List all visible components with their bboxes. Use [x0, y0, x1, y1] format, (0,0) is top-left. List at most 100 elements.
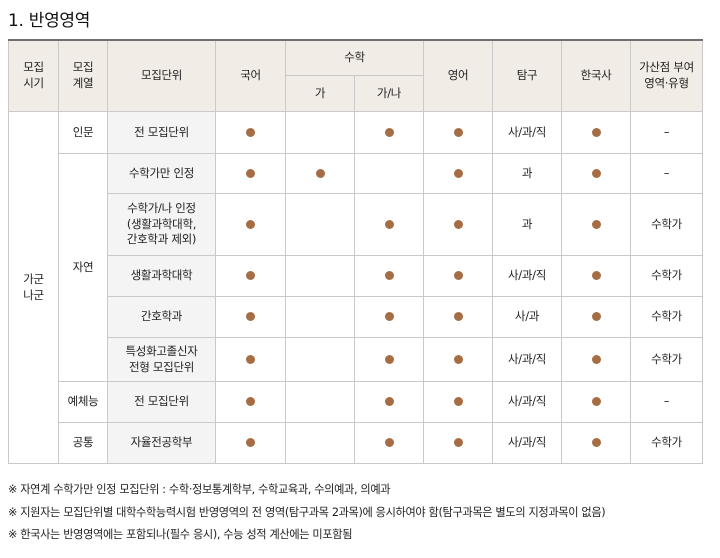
inquiry-cell: 사/과/직	[492, 255, 562, 297]
table-row: 특성화고졸신자 전형 모집단위 사/과/직 수학가	[9, 337, 703, 382]
table-body: 가군 나군 인문 전 모집단위 사/과/직 – 자연 수학가만 인정 과 – 수학가/나 인정 (…	[8, 111, 703, 464]
included-dot-icon	[384, 271, 394, 281]
unit-cell: 수학가만 인정	[107, 153, 216, 194]
included-dot-icon	[591, 354, 601, 364]
table-row: 공통 자율전공학부 사/과/직 수학가	[9, 422, 703, 464]
english-cell	[423, 193, 493, 256]
included-dot-icon	[591, 219, 601, 229]
math-ga-cell	[285, 422, 355, 464]
english-cell	[423, 153, 493, 194]
math-ga-cell	[285, 111, 355, 154]
included-dot-icon	[591, 438, 601, 448]
korean-cell	[215, 255, 286, 297]
bonus-cell: –	[630, 153, 703, 194]
included-dot-icon	[384, 219, 394, 229]
math-gana-cell	[354, 337, 424, 382]
history-cell	[561, 255, 631, 297]
reflection-table: 모집 시기 모집 계열 모집단위 국어 수학 영어 탐구 한국사 가산점 부여 …	[8, 39, 703, 464]
english-cell	[423, 337, 493, 382]
inquiry-cell: 과	[492, 193, 562, 256]
header-math-gana: 가/나	[354, 75, 424, 112]
included-dot-icon	[591, 397, 601, 407]
track-cell: 공통	[58, 422, 108, 464]
bonus-cell: –	[630, 111, 703, 154]
included-dot-icon	[315, 168, 325, 178]
math-ga-cell	[285, 337, 355, 382]
included-dot-icon	[591, 312, 601, 322]
history-cell	[561, 153, 631, 194]
included-dot-icon	[246, 168, 255, 178]
header-period: 모집 시기	[8, 39, 59, 112]
header-korean: 국어	[215, 39, 286, 112]
unit-cell: 자율전공학부	[107, 422, 216, 464]
period-cell: 가군 나군	[8, 111, 59, 464]
bonus-cell: 수학가	[630, 193, 703, 256]
korean-cell	[215, 422, 286, 464]
korean-cell	[215, 296, 286, 338]
unit-cell: 전 모집단위	[107, 381, 216, 423]
math-ga-cell	[285, 255, 355, 297]
included-dot-icon	[246, 271, 255, 281]
bonus-cell: –	[630, 381, 703, 423]
included-dot-icon	[591, 271, 601, 281]
history-cell	[561, 422, 631, 464]
included-dot-icon	[246, 219, 255, 229]
included-dot-icon	[246, 127, 255, 137]
math-ga-cell	[285, 153, 355, 194]
note-2: ※ 지원자는 모집단위별 대학수학능력시험 반영영역의 전 영역(탐구과목 2과…	[8, 505, 606, 519]
history-cell	[561, 111, 631, 154]
math-gana-cell	[354, 153, 424, 194]
included-dot-icon	[246, 354, 255, 364]
unit-cell: 전 모집단위	[107, 111, 216, 154]
included-dot-icon	[453, 127, 463, 137]
included-dot-icon	[453, 438, 463, 448]
included-dot-icon	[384, 127, 394, 137]
included-dot-icon	[246, 312, 255, 322]
included-dot-icon	[591, 168, 601, 178]
history-cell	[561, 193, 631, 256]
inquiry-cell: 사/과/직	[492, 422, 562, 464]
included-dot-icon	[453, 168, 463, 178]
math-ga-cell	[285, 296, 355, 338]
included-dot-icon	[384, 312, 394, 322]
history-cell	[561, 381, 631, 423]
bonus-cell: 수학가	[630, 255, 703, 297]
history-cell	[561, 337, 631, 382]
english-cell	[423, 255, 493, 297]
korean-cell	[215, 337, 286, 382]
page-title: 1. 반영영역	[8, 11, 91, 31]
header-english: 영어	[423, 39, 493, 112]
bonus-cell: 수학가	[630, 296, 703, 338]
included-dot-icon	[384, 438, 394, 448]
header-history: 한국사	[561, 39, 631, 112]
english-cell	[423, 422, 493, 464]
math-gana-cell	[354, 111, 424, 154]
inquiry-cell: 사/과	[492, 296, 562, 338]
english-cell	[423, 111, 493, 154]
note-1: ※ 자연계 수학가만 인정 모집단위 : 수학·정보통계학부, 수학교육과, 수…	[8, 483, 391, 496]
inquiry-cell: 사/과/직	[492, 111, 562, 154]
bonus-cell: 수학가	[630, 422, 703, 464]
math-gana-cell	[354, 422, 424, 464]
header-math-ga: 가	[285, 75, 355, 112]
header-inquiry: 탐구	[492, 39, 562, 112]
included-dot-icon	[384, 354, 394, 364]
math-gana-cell	[354, 381, 424, 423]
header-math: 수학	[285, 39, 424, 76]
unit-cell: 수학가/나 인정 (생활과학대학, 간호학과 제외)	[107, 193, 216, 256]
table-row: 예체능 전 모집단위 사/과/직 –	[9, 381, 703, 423]
math-ga-cell	[285, 381, 355, 423]
track-cell: 인문	[58, 111, 108, 154]
math-gana-cell	[354, 296, 424, 338]
math-gana-cell	[354, 255, 424, 297]
math-ga-cell	[285, 193, 355, 256]
note-3: ※ 한국사는 반영영역에는 포함되나(필수 응시), 수능 성적 계산에는 미포…	[8, 528, 353, 541]
included-dot-icon	[453, 354, 463, 364]
math-gana-cell	[354, 193, 424, 256]
track-cell: 자연	[58, 153, 108, 382]
korean-cell	[215, 193, 286, 256]
korean-cell	[215, 111, 286, 154]
bonus-cell: 수학가	[630, 337, 703, 382]
header-unit: 모집단위	[107, 39, 216, 112]
